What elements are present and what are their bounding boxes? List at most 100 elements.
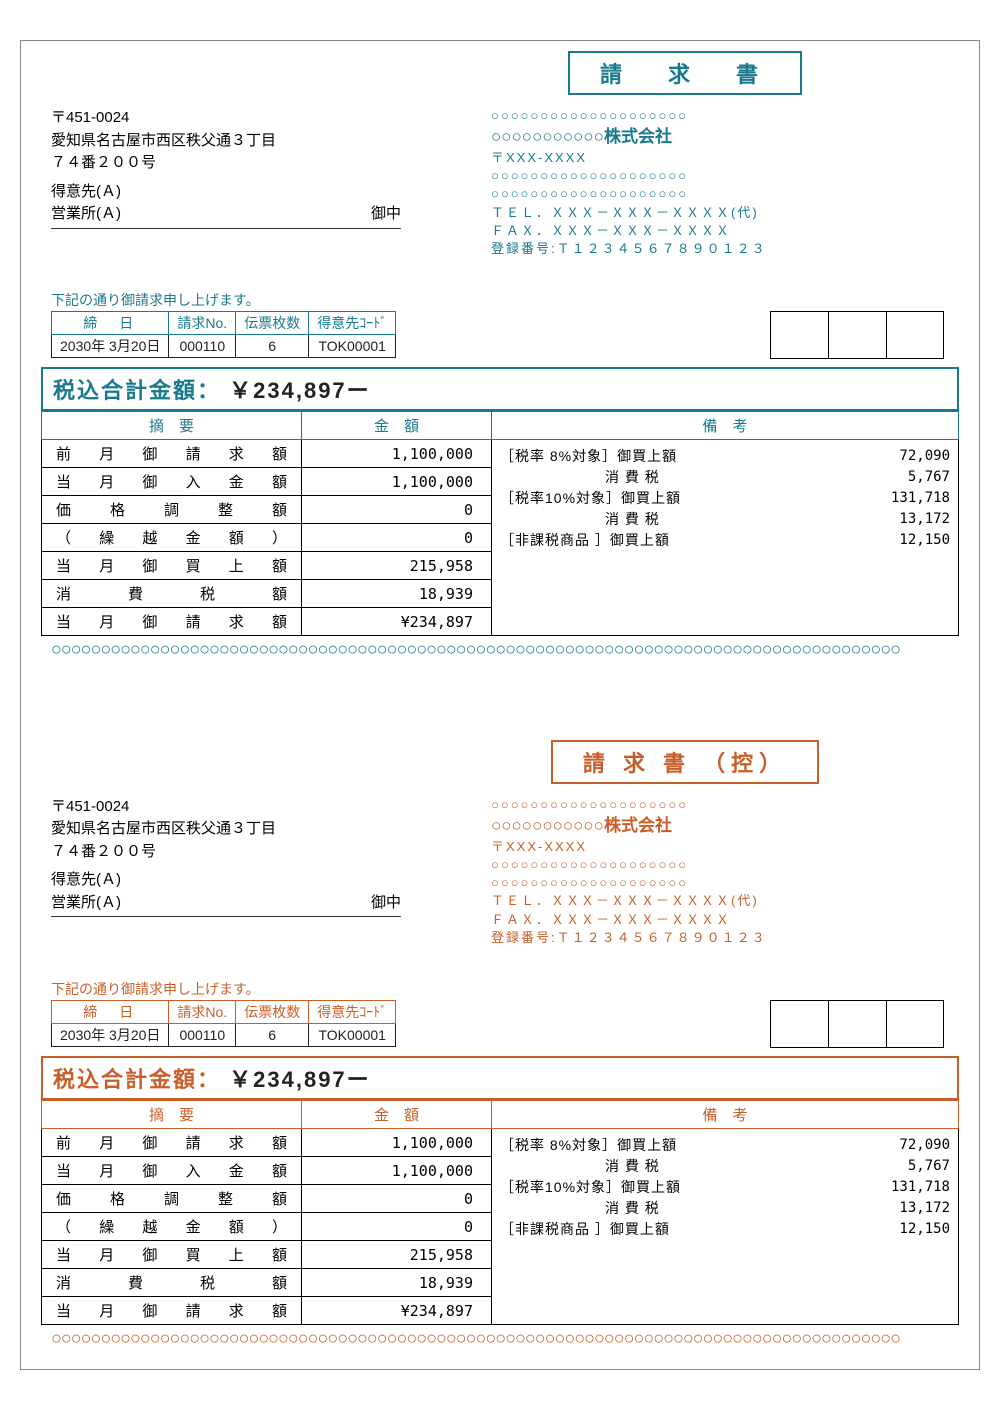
invoice-copy: 請 求 書 （控） 〒451-0024 愛知県名古屋市西区秩父通３丁目 ７４番２… — [41, 740, 959, 1349]
info-v2: 000110 — [169, 1024, 236, 1047]
row-label: 価格調整額 — [42, 496, 302, 524]
info-v3: 6 — [236, 1024, 309, 1047]
footer-circles: ○○○○○○○○○○○○○○○○○○○○○○○○○○○○○○○○○○○○○○○○… — [41, 1325, 959, 1349]
row-amt: 18,939 — [302, 580, 492, 608]
row-amt: 1,100,000 — [302, 1157, 492, 1185]
row-amt: 215,958 — [302, 1241, 492, 1269]
remark-lbl: ［非課税商品 ］御買上額 — [500, 1219, 670, 1240]
row-label: 当月御入金額 — [42, 468, 302, 496]
remark-val: 12,150 — [870, 530, 950, 551]
branch-name: 営業所(Ａ) — [51, 894, 121, 911]
remark-val: 72,090 — [870, 446, 950, 467]
sender-block: ○○○○○○○○○○○○○○○○○○○○ ○○○○○○○○○○○株式会社 〒XX… — [401, 796, 959, 947]
remark-lbl: ［税率 8%対象］御買上額 — [500, 446, 677, 467]
sender-tel: ＴＥＬ．ＸＸＸ－ＸＸＸ－ＸＸＸＸ(代) — [491, 892, 959, 910]
total-value: ￥234,897ー — [229, 378, 371, 403]
recipient-addr2: ７４番２００号 — [51, 152, 401, 175]
sender-addr2: ○○○○○○○○○○○○○○○○○○○○ — [491, 874, 959, 892]
row-label: 前月御請求額 — [42, 1129, 302, 1157]
row-amt: 0 — [302, 524, 492, 552]
col-amount: 金 額 — [302, 412, 492, 440]
recipient-postal: 〒451-0024 — [51, 107, 401, 130]
recipient-addr1: 愛知県名古屋市西区秩父通３丁目 — [51, 130, 401, 153]
invoice-original: 請 求 書 〒451-0024 愛知県名古屋市西区秩父通３丁目 ７４番２００号 … — [41, 51, 959, 660]
row-label: 当月御買上額 — [42, 1241, 302, 1269]
sender-reg: 登録番号:Ｔ１２３４５６７８９０１２３ — [491, 240, 959, 258]
onchu: 御中 — [371, 892, 401, 915]
col-remarks: 備 考 — [492, 1101, 959, 1129]
info-v2: 000110 — [169, 335, 236, 358]
row-amt: ¥234,897 — [302, 608, 492, 636]
col-remarks: 備 考 — [492, 412, 959, 440]
doc-title: 請 求 書 — [568, 51, 802, 95]
remark-lbl: 消 費 税 — [500, 1198, 660, 1219]
remark-val: 131,718 — [870, 1177, 950, 1198]
sender-addr2: ○○○○○○○○○○○○○○○○○○○○ — [491, 185, 959, 203]
sender-line1: ○○○○○○○○○○○○○○○○○○○○ — [491, 796, 959, 814]
remarks-cell: ［税率 8%対象］御買上額72,090 消 費 税5,767 ［税率10%対象］… — [492, 1129, 959, 1325]
row-label: 前月御請求額 — [42, 440, 302, 468]
remark-val: 131,718 — [870, 488, 950, 509]
row-label: 消費税額 — [42, 580, 302, 608]
row-label: 価格調整額 — [42, 1185, 302, 1213]
row-amt: 1,100,000 — [302, 1129, 492, 1157]
customer-name: 得意先(Ａ) — [51, 183, 121, 200]
row-amt: 215,958 — [302, 552, 492, 580]
row-label: 消費税額 — [42, 1269, 302, 1297]
stamp-boxes — [770, 1000, 944, 1048]
remark-lbl: 消 費 税 — [500, 467, 660, 488]
remark-lbl: ［非課税商品 ］御買上額 — [500, 530, 670, 551]
info-v1: 2030年 3月20日 — [52, 335, 169, 358]
row-label: 当月御請求額 — [42, 608, 302, 636]
recipient-addr1: 愛知県名古屋市西区秩父通３丁目 — [51, 818, 401, 841]
remark-lbl: ［税率10%対象］御買上額 — [500, 1177, 681, 1198]
row-amt: 0 — [302, 1185, 492, 1213]
info-h3: 伝票枚数 — [236, 1001, 309, 1024]
sender-company: ○○○○○○○○○○○株式会社 — [491, 125, 959, 149]
recipient-addr2: ７４番２００号 — [51, 841, 401, 864]
remark-lbl: 消 費 税 — [500, 1156, 660, 1177]
total-value: ￥234,897ー — [229, 1067, 371, 1092]
remark-val: 13,172 — [870, 1198, 950, 1219]
remark-lbl: ［税率10%対象］御買上額 — [500, 488, 681, 509]
sender-postal: 〒XXX-XXXX — [491, 838, 959, 856]
remark-lbl: ［税率 8%対象］御買上額 — [500, 1135, 677, 1156]
remark-val: 5,767 — [870, 1156, 950, 1177]
total-row: 税込合計金額： ￥234,897ー — [41, 1056, 959, 1100]
row-amt: 0 — [302, 496, 492, 524]
sender-reg: 登録番号:Ｔ１２３４５６７８９０１２３ — [491, 929, 959, 947]
row-amt: 1,100,000 — [302, 468, 492, 496]
col-summary: 摘 要 — [42, 1101, 302, 1129]
info-table: 締 日 請求No. 伝票枚数 得意先ｺｰﾄﾞ 2030年 3月20日 00011… — [51, 311, 396, 358]
intro-text: 下記の通り御請求申し上げます。 — [51, 290, 959, 310]
row-amt: 18,939 — [302, 1269, 492, 1297]
info-v4: TOK00001 — [309, 1024, 396, 1047]
footer-circles: ○○○○○○○○○○○○○○○○○○○○○○○○○○○○○○○○○○○○○○○○… — [41, 636, 959, 660]
info-h4: 得意先ｺｰﾄﾞ — [309, 1001, 396, 1024]
recipient-block: 〒451-0024 愛知県名古屋市西区秩父通３丁目 ７４番２００号 得意先(Ａ)… — [41, 107, 401, 258]
sender-company: ○○○○○○○○○○○株式会社 — [491, 814, 959, 838]
onchu: 御中 — [371, 203, 401, 226]
info-table: 締 日 請求No. 伝票枚数 得意先ｺｰﾄﾞ 2030年 3月20日 00011… — [51, 1000, 396, 1047]
sender-postal: 〒XXX-XXXX — [491, 149, 959, 167]
info-h2: 請求No. — [169, 1001, 236, 1024]
summary-table: 摘 要 金 額 備 考 前月御請求額1,100,000 ［税率 8%対象］御買上… — [41, 1100, 959, 1325]
remark-val: 5,767 — [870, 467, 950, 488]
remarks-cell: ［税率 8%対象］御買上額 72,090 消 費 税 5,767 ［税率10%対象］… — [492, 440, 959, 636]
info-h1: 締 日 — [52, 312, 169, 335]
info-h3: 伝票枚数 — [236, 312, 309, 335]
branch-name: 営業所(Ａ) — [51, 205, 121, 222]
sender-fax: ＦＡＸ．ＸＸＸ－ＸＸＸ－ＸＸＸＸ — [491, 911, 959, 929]
intro-text: 下記の通り御請求申し上げます。 — [51, 979, 959, 999]
row-amt: ¥234,897 — [302, 1297, 492, 1325]
col-amount: 金 額 — [302, 1101, 492, 1129]
summary-table: 摘 要 金 額 備 考 前月御請求額1,100,000 ［税率 8%対象］御買上… — [41, 411, 959, 636]
remark-val: 13,172 — [870, 509, 950, 530]
info-v1: 2030年 3月20日 — [52, 1024, 169, 1047]
recipient-postal: 〒451-0024 — [51, 796, 401, 819]
sender-block: ○○○○○○○○○○○○○○○○○○○○ ○○○○○○○○○○○株式会社 〒XX… — [401, 107, 959, 258]
remark-val: 12,150 — [870, 1219, 950, 1240]
remark-lbl: 消 費 税 — [500, 509, 660, 530]
row-amt: 1,100,000 — [302, 440, 492, 468]
info-h4: 得意先ｺｰﾄﾞ — [309, 312, 396, 335]
